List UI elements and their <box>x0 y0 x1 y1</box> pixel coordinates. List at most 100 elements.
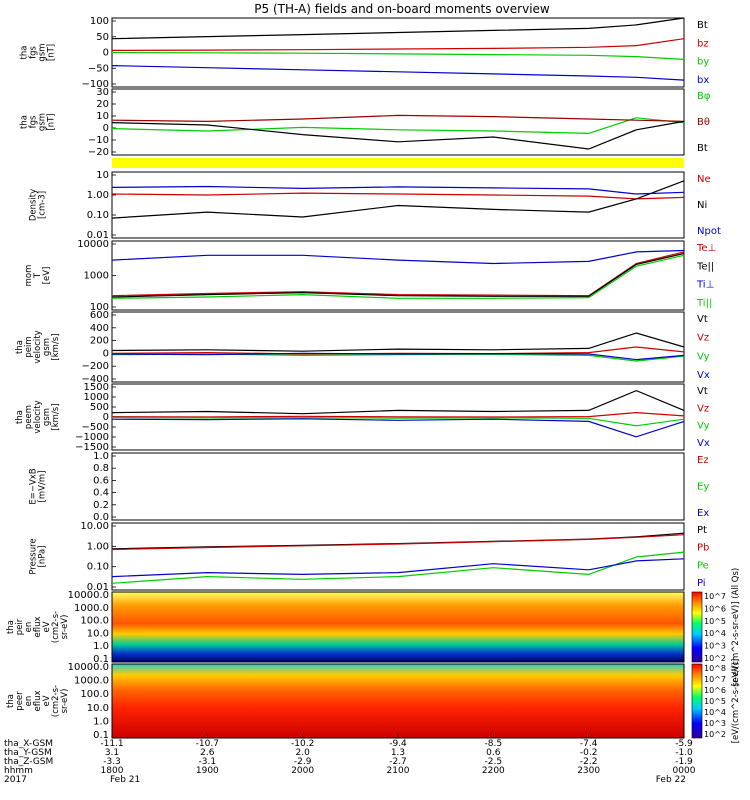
ytick-label: 0.0 <box>93 512 109 523</box>
legend-Vz: Vz <box>697 403 709 414</box>
series-line-Bθ <box>111 114 685 123</box>
ytick-label: 100.0 <box>80 689 109 700</box>
time-row-label: tha_X-GSM <box>4 739 53 749</box>
ytick-label: 1.0 <box>93 451 109 462</box>
time-cell: Feb 21 <box>110 775 140 785</box>
series-line-Te⊥ <box>111 251 685 297</box>
ytick-label: 1000 <box>84 271 109 282</box>
ylabel-line: tha <box>6 620 16 634</box>
ylabel-line: eV <box>42 621 52 632</box>
ylabel-line: mom <box>24 265 34 287</box>
ytick-label: 500 <box>90 402 109 413</box>
ylabel-line: tha <box>6 694 16 708</box>
series-line-Vz <box>111 411 685 418</box>
chart-title: P5 (TH-A) fields and on-board moments ov… <box>254 2 550 16</box>
ytick-label: 0.10 <box>87 210 109 221</box>
series-line-Vt <box>111 389 685 415</box>
ylabel-line: gsm <box>38 43 48 61</box>
ytick-label: 30 <box>96 87 109 98</box>
ytick-label: 0 <box>103 412 109 423</box>
series-line-Vx <box>111 352 685 361</box>
ylabel-line: en <box>24 696 34 707</box>
ytick-label: 0.01 <box>87 230 109 241</box>
panel-ion_spectrogram: tha peir en eflux eV (cm2-s-sr-eV) 10000.0 1000… <box>6 568 741 686</box>
ytick-label: −1000 <box>75 432 109 443</box>
legend-Ex: Ex <box>697 508 709 519</box>
time-cell: 2.6 <box>200 748 215 758</box>
legend-Bt: Bt <box>697 143 708 154</box>
ylabel-line: fgs <box>29 115 39 128</box>
legend-Te||: Te|| <box>696 261 714 272</box>
legend-Bφ: Bφ <box>697 91 711 102</box>
ytick-label: 0 <box>103 48 109 59</box>
ylabel-line: peem <box>24 405 34 429</box>
series-line-Bφ <box>111 117 685 135</box>
panel-electron_spectrogram: tha peer en eflux eV (cm2-s-sr-eV) 10000.0 1000… <box>6 659 741 744</box>
legend-Vx: Vx <box>697 370 710 381</box>
colorbar-tick: 10^5 <box>704 697 726 706</box>
ytick-label: 1000.0 <box>74 603 109 614</box>
ylabel-line: [cm-3] <box>38 191 48 219</box>
ytick-label: 10.00 <box>80 521 109 532</box>
time-cell: -2.9 <box>294 757 312 767</box>
legend-Bθ: Bθ <box>697 117 710 128</box>
ytick-label: 1500 <box>84 382 109 393</box>
legend-Vy: Vy <box>697 421 710 432</box>
panel-density: Density [cm-3] 10 1.00 0.10 0.01 Ne Ni Npot <box>29 170 721 241</box>
colorbar-tick: 10^6 <box>704 686 726 695</box>
ylabel-line: [nT] <box>47 44 57 61</box>
legend-by: by <box>697 57 709 68</box>
time-cell: 1.3 <box>391 748 405 758</box>
colorbar <box>691 663 703 739</box>
ytick-label: 0.1 <box>93 654 109 665</box>
time-cell: -9.4 <box>389 739 407 749</box>
colorbar <box>691 591 703 663</box>
series-line-by <box>111 51 685 60</box>
series-line-Ni <box>111 180 685 219</box>
ylabel-line: tha <box>20 46 30 60</box>
legend-Vt: Vt <box>697 386 708 397</box>
ytick-label: 10000.0 <box>68 662 109 673</box>
time-cell: 1800 <box>101 766 124 776</box>
colorbar-tick: 10^6 <box>704 604 726 613</box>
ytick-label: 0.01 <box>87 582 109 593</box>
panel-frame <box>111 452 685 521</box>
legend-Pt: Pt <box>697 525 707 536</box>
ytick-label: 1000.0 <box>74 676 109 687</box>
ytick-label: −500 <box>82 422 109 433</box>
ytick-label: 0.8 <box>93 463 109 474</box>
ytick-label: 10.0 <box>87 703 109 714</box>
panel-fgs_gsm: tha fgs gsm [nT] 100 50 0 −50 −100 Bt bz by bx <box>20 16 710 90</box>
time-row-label: 2017 <box>4 775 27 785</box>
ytick-label: 1.00 <box>87 190 109 201</box>
series-line-Ne <box>111 192 685 200</box>
colorbar-tick: 10^3 <box>704 642 726 651</box>
ytick-label: 10.0 <box>87 628 109 639</box>
time-cell: 2300 <box>577 766 600 776</box>
ytick-label: 50 <box>96 32 109 43</box>
panel-temperature: mom T [eV] 10000 1000 100 Te⊥ Te|| Ti⊥ Ti|| <box>24 239 716 313</box>
time-cell: -10.2 <box>291 739 314 749</box>
legend-Vy: Vy <box>697 351 710 362</box>
series-line-Vz <box>111 346 685 355</box>
time-cell: -8.5 <box>485 739 503 749</box>
ylabel-line: gsm <box>42 338 52 356</box>
legend-Ez: Ez <box>697 455 709 466</box>
ytick-label: −10 <box>88 135 109 146</box>
time-cell: -3.3 <box>103 757 121 767</box>
legend-Ti⊥: Ti⊥ <box>696 280 714 291</box>
time-cell: -3.1 <box>199 757 217 767</box>
series-line-Bt <box>111 17 685 40</box>
ytick-label: −1500 <box>75 442 109 453</box>
ytick-label: 200 <box>90 336 109 347</box>
ylabel-line: E=−VxB <box>29 468 39 504</box>
ytick-label: 0 <box>103 348 109 359</box>
colorbar-label: [eV/(cm^2-s-sr-eV)] (All Qs) <box>731 568 741 686</box>
ytick-label: 100 <box>90 16 109 27</box>
time-cell: 0.6 <box>486 748 501 758</box>
ytick-label: 10000.0 <box>68 590 109 601</box>
spectrogram-image <box>112 664 684 738</box>
colorbar-tick: 10^4 <box>704 629 726 638</box>
ylabel-line: eV <box>42 695 52 706</box>
